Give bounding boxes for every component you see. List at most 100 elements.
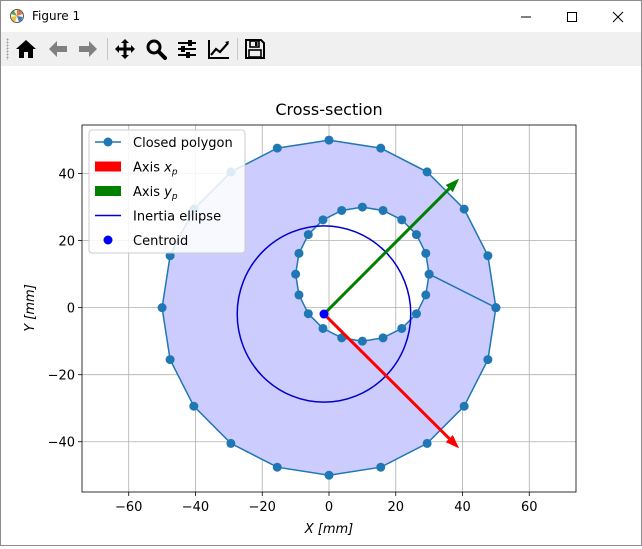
minimize-icon (521, 16, 531, 17)
arrow-right-icon (79, 41, 97, 57)
polygon-vertex (294, 290, 304, 300)
polygon-vertex (422, 438, 432, 448)
polygon-vertex (157, 303, 167, 313)
maximize-icon (567, 11, 577, 22)
inertia-ellipse (236, 225, 412, 403)
y-ticks: −40 −20 0 20 40 (48, 168, 82, 451)
polygon-vertex (165, 355, 175, 365)
polygon-vertex (376, 462, 386, 472)
polygon-vertex (424, 269, 434, 279)
legend-box (88, 129, 246, 254)
polygon-vertex (294, 248, 304, 258)
zoom-button[interactable] (142, 35, 170, 63)
polygon-vertex (422, 167, 432, 177)
legend-label-yp: Axis yp (133, 185, 178, 202)
forward-button[interactable] (74, 35, 102, 63)
polygon-vertex (378, 205, 388, 215)
title-bar[interactable]: Figure 1 (1, 1, 641, 32)
save-button[interactable] (241, 35, 269, 63)
customize-button[interactable] (205, 35, 233, 63)
subplots-button[interactable] (173, 35, 201, 63)
toolbar-grip[interactable] (6, 38, 9, 60)
arrow-head (445, 178, 460, 193)
legend-handle-yp (95, 186, 121, 196)
arrow-head (445, 435, 460, 449)
pan-button[interactable] (111, 35, 139, 63)
polygon-vertex (376, 143, 386, 153)
y-tick-label: 0 (67, 302, 75, 317)
polygon-vertex (459, 204, 469, 214)
toolbar-separator (237, 38, 238, 60)
legend-label-polygon: Closed polygon (133, 136, 233, 151)
y-tick-label: 20 (58, 235, 75, 250)
polygon-vertex (303, 230, 313, 240)
polygon-vertex (337, 205, 347, 215)
floppy-disk-icon (245, 39, 265, 59)
polygon-vertex (226, 438, 236, 448)
legend-marker-polygon (103, 137, 113, 147)
polygon-vertex (357, 336, 367, 346)
legend-handle-xp (95, 161, 121, 172)
matplotlib-logo-icon (10, 9, 24, 23)
window-title: Figure 1 (32, 9, 81, 23)
polygon-vertex (189, 401, 199, 411)
maximize-button[interactable] (549, 1, 595, 32)
centroid-point (319, 309, 329, 319)
x-tick-label: 40 (454, 500, 471, 515)
legend-label-xp: Axis xp (133, 161, 178, 178)
inner-polygon-markers (291, 202, 434, 346)
x-axis-label: X [mm] (304, 522, 354, 537)
move-icon (115, 39, 135, 59)
axis-xp-arrow (322, 312, 460, 449)
polygon-vertex (483, 251, 493, 261)
legend-label-ellipse: Inertia ellipse (133, 210, 221, 225)
x-tick-label: 0 (325, 500, 333, 515)
polygon-vertex (272, 462, 282, 472)
chart-title: Cross-section (275, 100, 382, 119)
sliders-icon (178, 40, 196, 58)
legend-handle-centroid (103, 235, 113, 245)
x-tick-label: −60 (115, 500, 142, 515)
polygon-vertex (411, 230, 421, 240)
polygon-vertex (397, 215, 407, 225)
legend[interactable]: Closed polygon Axis xp Axis yp Inertia elli… (88, 129, 246, 254)
polygon-vertex (491, 303, 501, 313)
navigation-toolbar (1, 32, 641, 66)
arrow-shaft (322, 187, 451, 316)
figure-canvas[interactable]: −60 −40 −20 0 20 40 60 −40 −20 0 20 40 Cross-secti… (1, 66, 641, 545)
y-tick-label: 40 (58, 168, 75, 183)
x-tick-label: −20 (249, 500, 276, 515)
chart[interactable]: −60 −40 −20 0 20 40 60 −40 −20 0 20 40 Cross-secti… (1, 66, 641, 545)
magnifier-icon (146, 39, 167, 60)
polygon-vertex (483, 355, 493, 365)
x-tick-label: −40 (182, 500, 209, 515)
polygon-vertex (291, 269, 301, 279)
polygon-vertex (357, 202, 367, 212)
y-tick-label: −20 (48, 369, 75, 384)
toolbar-separator (107, 38, 108, 60)
arrow-shaft (322, 312, 451, 440)
arrow-left-icon (49, 41, 67, 57)
polygon-vertex (272, 143, 282, 153)
x-tick-label: 20 (387, 500, 404, 515)
minimize-button[interactable] (503, 1, 549, 32)
polygon-vertex (318, 215, 328, 225)
polygon-vertex (459, 401, 469, 411)
polygon-vertex (411, 309, 421, 319)
polygon-vertex (324, 470, 334, 480)
polygon-vertex (421, 248, 431, 258)
polygon-vertex (318, 323, 328, 333)
polygon-vertex (324, 135, 334, 145)
home-icon (16, 40, 36, 58)
axis-yp-arrow (322, 178, 460, 316)
polygon-vertex (378, 333, 388, 343)
x-ticks: −60 −40 −20 0 20 40 60 (115, 492, 538, 515)
polygon-vertex (421, 290, 431, 300)
close-button[interactable] (595, 1, 641, 32)
home-button[interactable] (12, 35, 40, 63)
polygon-vertex (397, 323, 407, 333)
back-button[interactable] (44, 35, 72, 63)
y-tick-label: −40 (48, 436, 75, 451)
x-tick-label: 60 (521, 500, 538, 515)
